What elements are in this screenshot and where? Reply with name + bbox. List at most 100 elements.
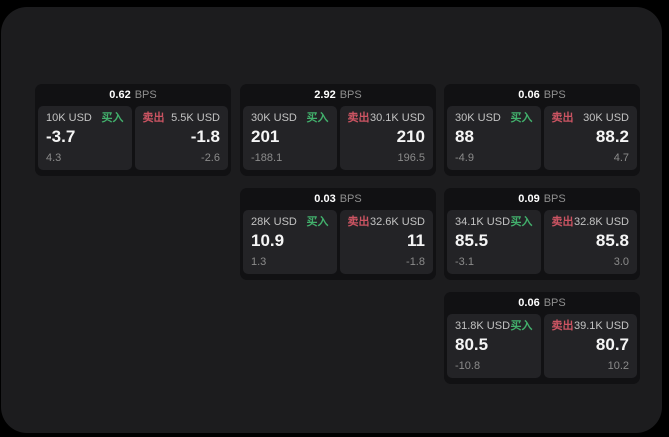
buy-quote[interactable]: 28K USD 买入 10.9 1.3 xyxy=(243,210,337,274)
quote-body: 34.1K USD 买入 85.5 -3.1 卖出 32.8K USD 85.8… xyxy=(444,210,640,277)
sell-delta: -1.8 xyxy=(406,256,425,268)
bps-value: 2.92 xyxy=(314,88,336,101)
sell-price: 210 xyxy=(396,127,425,146)
quote-card: 0.06 BPS 31.8K USD 买入 80.5 -10.8 卖出 39.1… xyxy=(444,292,640,384)
sell-quote[interactable]: 卖出 30.1K USD 210 196.5 xyxy=(339,106,433,170)
buy-delta: -188.1 xyxy=(251,152,283,164)
sell-price: 85.8 xyxy=(595,231,629,250)
buy-price: -3.7 xyxy=(46,127,76,146)
sell-quote[interactable]: 卖出 39.1K USD 80.7 10.2 xyxy=(543,314,637,378)
sell-label: 卖出 xyxy=(347,216,370,228)
bps-header: 0.06 BPS xyxy=(444,84,640,106)
quote-body: 30K USD 买入 88 -4.9 卖出 30K USD 88.2 4.7 xyxy=(444,106,640,173)
buy-amount: 10K USD xyxy=(46,112,92,124)
bps-value: 0.03 xyxy=(314,192,336,205)
sell-amount: 5.5K USD xyxy=(171,112,220,124)
sell-top-row: 卖出 5.5K USD xyxy=(143,113,221,124)
buy-amount: 31.8K USD xyxy=(455,320,511,332)
sell-delta: 196.5 xyxy=(397,152,425,164)
sell-quote[interactable]: 卖出 5.5K USD -1.8 -2.6 xyxy=(134,106,228,170)
sell-amount: 30K USD xyxy=(583,112,629,124)
sell-delta: 4.7 xyxy=(613,152,629,164)
buy-amount: 34.1K USD xyxy=(455,216,511,228)
bps-header: 0.62 BPS xyxy=(35,84,231,106)
quote-body: 31.8K USD 买入 80.5 -10.8 卖出 39.1K USD 80.… xyxy=(444,314,640,381)
sell-price: 88.2 xyxy=(595,127,629,146)
quote-card: 0.06 BPS 30K USD 买入 88 -4.9 卖出 30K USD 8… xyxy=(444,84,640,176)
buy-quote[interactable]: 30K USD 买入 88 -4.9 xyxy=(447,106,541,170)
buy-price: 10.9 xyxy=(251,231,285,250)
buy-price: 88 xyxy=(455,127,474,146)
bps-unit: BPS xyxy=(339,88,362,101)
sell-delta: -2.6 xyxy=(201,152,220,164)
buy-label: 买入 xyxy=(306,112,329,124)
buy-amount: 30K USD xyxy=(455,112,501,124)
buy-top-row: 10K USD 买入 xyxy=(46,113,124,124)
sell-top-row: 卖出 30.1K USD xyxy=(348,113,426,124)
sell-label: 卖出 xyxy=(551,112,574,124)
bps-header: 0.06 BPS xyxy=(444,292,640,314)
sell-quote[interactable]: 卖出 30K USD 88.2 4.7 xyxy=(543,106,637,170)
buy-top-row: 31.8K USD 买入 xyxy=(455,321,533,332)
sell-price: -1.8 xyxy=(190,127,220,146)
bps-unit: BPS xyxy=(543,88,566,101)
quote-card: 2.92 BPS 30K USD 买入 201 -188.1 卖出 30.1K … xyxy=(240,84,436,176)
bps-header: 0.09 BPS xyxy=(444,188,640,210)
buy-amount: 30K USD xyxy=(251,112,297,124)
sell-top-row: 卖出 30K USD xyxy=(552,113,630,124)
buy-price: 85.5 xyxy=(455,231,489,250)
sell-price: 80.7 xyxy=(595,335,629,354)
buy-label: 买入 xyxy=(306,216,329,228)
buy-quote[interactable]: 10K USD 买入 -3.7 4.3 xyxy=(38,106,132,170)
quote-card: 0.09 BPS 34.1K USD 买入 85.5 -3.1 卖出 32.8K… xyxy=(444,188,640,280)
buy-top-row: 30K USD 买入 xyxy=(455,113,533,124)
buy-label: 买入 xyxy=(510,320,533,332)
quote-body: 28K USD 买入 10.9 1.3 卖出 32.6K USD 11 -1.8 xyxy=(240,210,436,277)
bps-unit: BPS xyxy=(134,88,157,101)
bps-unit: BPS xyxy=(339,192,362,205)
sell-quote[interactable]: 卖出 32.8K USD 85.8 3.0 xyxy=(543,210,637,274)
buy-label: 买入 xyxy=(101,112,124,124)
buy-delta: -3.1 xyxy=(455,256,474,268)
sell-label: 卖出 xyxy=(551,216,574,228)
buy-price: 80.5 xyxy=(455,335,489,354)
buy-quote[interactable]: 30K USD 买入 201 -188.1 xyxy=(243,106,337,170)
quote-card: 0.03 BPS 28K USD 买入 10.9 1.3 卖出 32.6K US… xyxy=(240,188,436,280)
buy-label: 买入 xyxy=(510,112,533,124)
sell-label: 卖出 xyxy=(142,112,165,124)
buy-label: 买入 xyxy=(510,216,533,228)
bps-header: 2.92 BPS xyxy=(240,84,436,106)
bps-value: 0.09 xyxy=(518,192,540,205)
sell-top-row: 卖出 39.1K USD xyxy=(552,321,630,332)
buy-delta: 1.3 xyxy=(251,256,267,268)
buy-amount: 28K USD xyxy=(251,216,297,228)
buy-price: 201 xyxy=(251,127,280,146)
bps-header: 0.03 BPS xyxy=(240,188,436,210)
bps-unit: BPS xyxy=(543,192,566,205)
buy-delta: -10.8 xyxy=(455,360,481,372)
sell-top-row: 卖出 32.6K USD xyxy=(348,217,426,228)
sell-amount: 32.8K USD xyxy=(573,216,629,228)
quote-body: 30K USD 买入 201 -188.1 卖出 30.1K USD 210 1… xyxy=(240,106,436,173)
bps-value: 0.06 xyxy=(518,296,540,309)
main-panel: 0.62 BPS 10K USD 买入 -3.7 4.3 卖出 5.5K USD… xyxy=(1,7,662,433)
sell-label: 卖出 xyxy=(551,320,574,332)
sell-price: 11 xyxy=(407,231,425,250)
buy-delta: 4.3 xyxy=(46,152,62,164)
sell-top-row: 卖出 32.8K USD xyxy=(552,217,630,228)
buy-top-row: 34.1K USD 买入 xyxy=(455,217,533,228)
bps-unit: BPS xyxy=(543,296,566,309)
sell-label: 卖出 xyxy=(347,112,370,124)
buy-top-row: 28K USD 买入 xyxy=(251,217,329,228)
bps-value: 0.62 xyxy=(109,88,131,101)
sell-delta: 10.2 xyxy=(607,360,629,372)
sell-quote[interactable]: 卖出 32.6K USD 11 -1.8 xyxy=(339,210,433,274)
buy-quote[interactable]: 31.8K USD 买入 80.5 -10.8 xyxy=(447,314,541,378)
buy-quote[interactable]: 34.1K USD 买入 85.5 -3.1 xyxy=(447,210,541,274)
quote-card: 0.62 BPS 10K USD 买入 -3.7 4.3 卖出 5.5K USD… xyxy=(35,84,231,176)
buy-delta: -4.9 xyxy=(455,152,474,164)
sell-amount: 30.1K USD xyxy=(369,112,425,124)
sell-amount: 32.6K USD xyxy=(369,216,425,228)
sell-delta: 3.0 xyxy=(613,256,629,268)
